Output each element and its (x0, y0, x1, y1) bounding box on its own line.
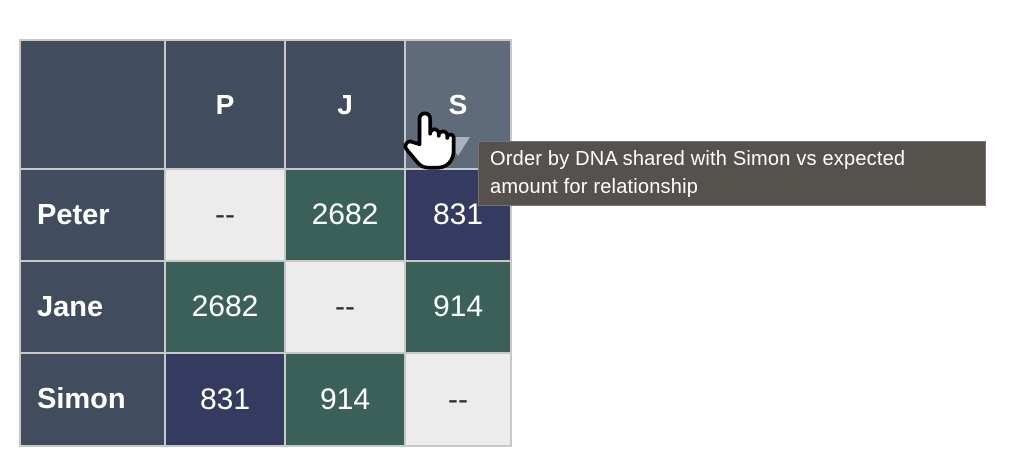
row-label-simon: Simon (21, 354, 164, 445)
column-header-p-label: P (215, 88, 235, 120)
column-header-p[interactable]: P (166, 41, 284, 168)
sort-indicator-icon (446, 137, 470, 156)
row-label-jane: Jane (21, 262, 164, 352)
row-label-peter: Peter (21, 170, 164, 260)
cell-jane-s: 914 (406, 262, 510, 352)
cell-jane-j: -- (286, 262, 404, 352)
cell-peter-j: 2682 (286, 170, 404, 260)
tooltip: Order by DNA shared with Simon vs expect… (478, 141, 986, 206)
column-header-j[interactable]: J (286, 41, 404, 168)
corner-cell (21, 41, 164, 168)
column-header-s-label: S (448, 88, 468, 120)
column-header-j-label: J (337, 88, 353, 120)
cell-simon-s: -- (406, 354, 510, 445)
cell-simon-j: 914 (286, 354, 404, 445)
cell-jane-p: 2682 (166, 262, 284, 352)
tooltip-text: Order by DNA shared with Simon vs expect… (490, 148, 906, 198)
cell-simon-p: 831 (166, 354, 284, 445)
shared-dna-matrix: P J S Peter -- 2682 831 Jane 2682 -- 914… (19, 39, 512, 447)
cell-peter-p: -- (166, 170, 284, 260)
